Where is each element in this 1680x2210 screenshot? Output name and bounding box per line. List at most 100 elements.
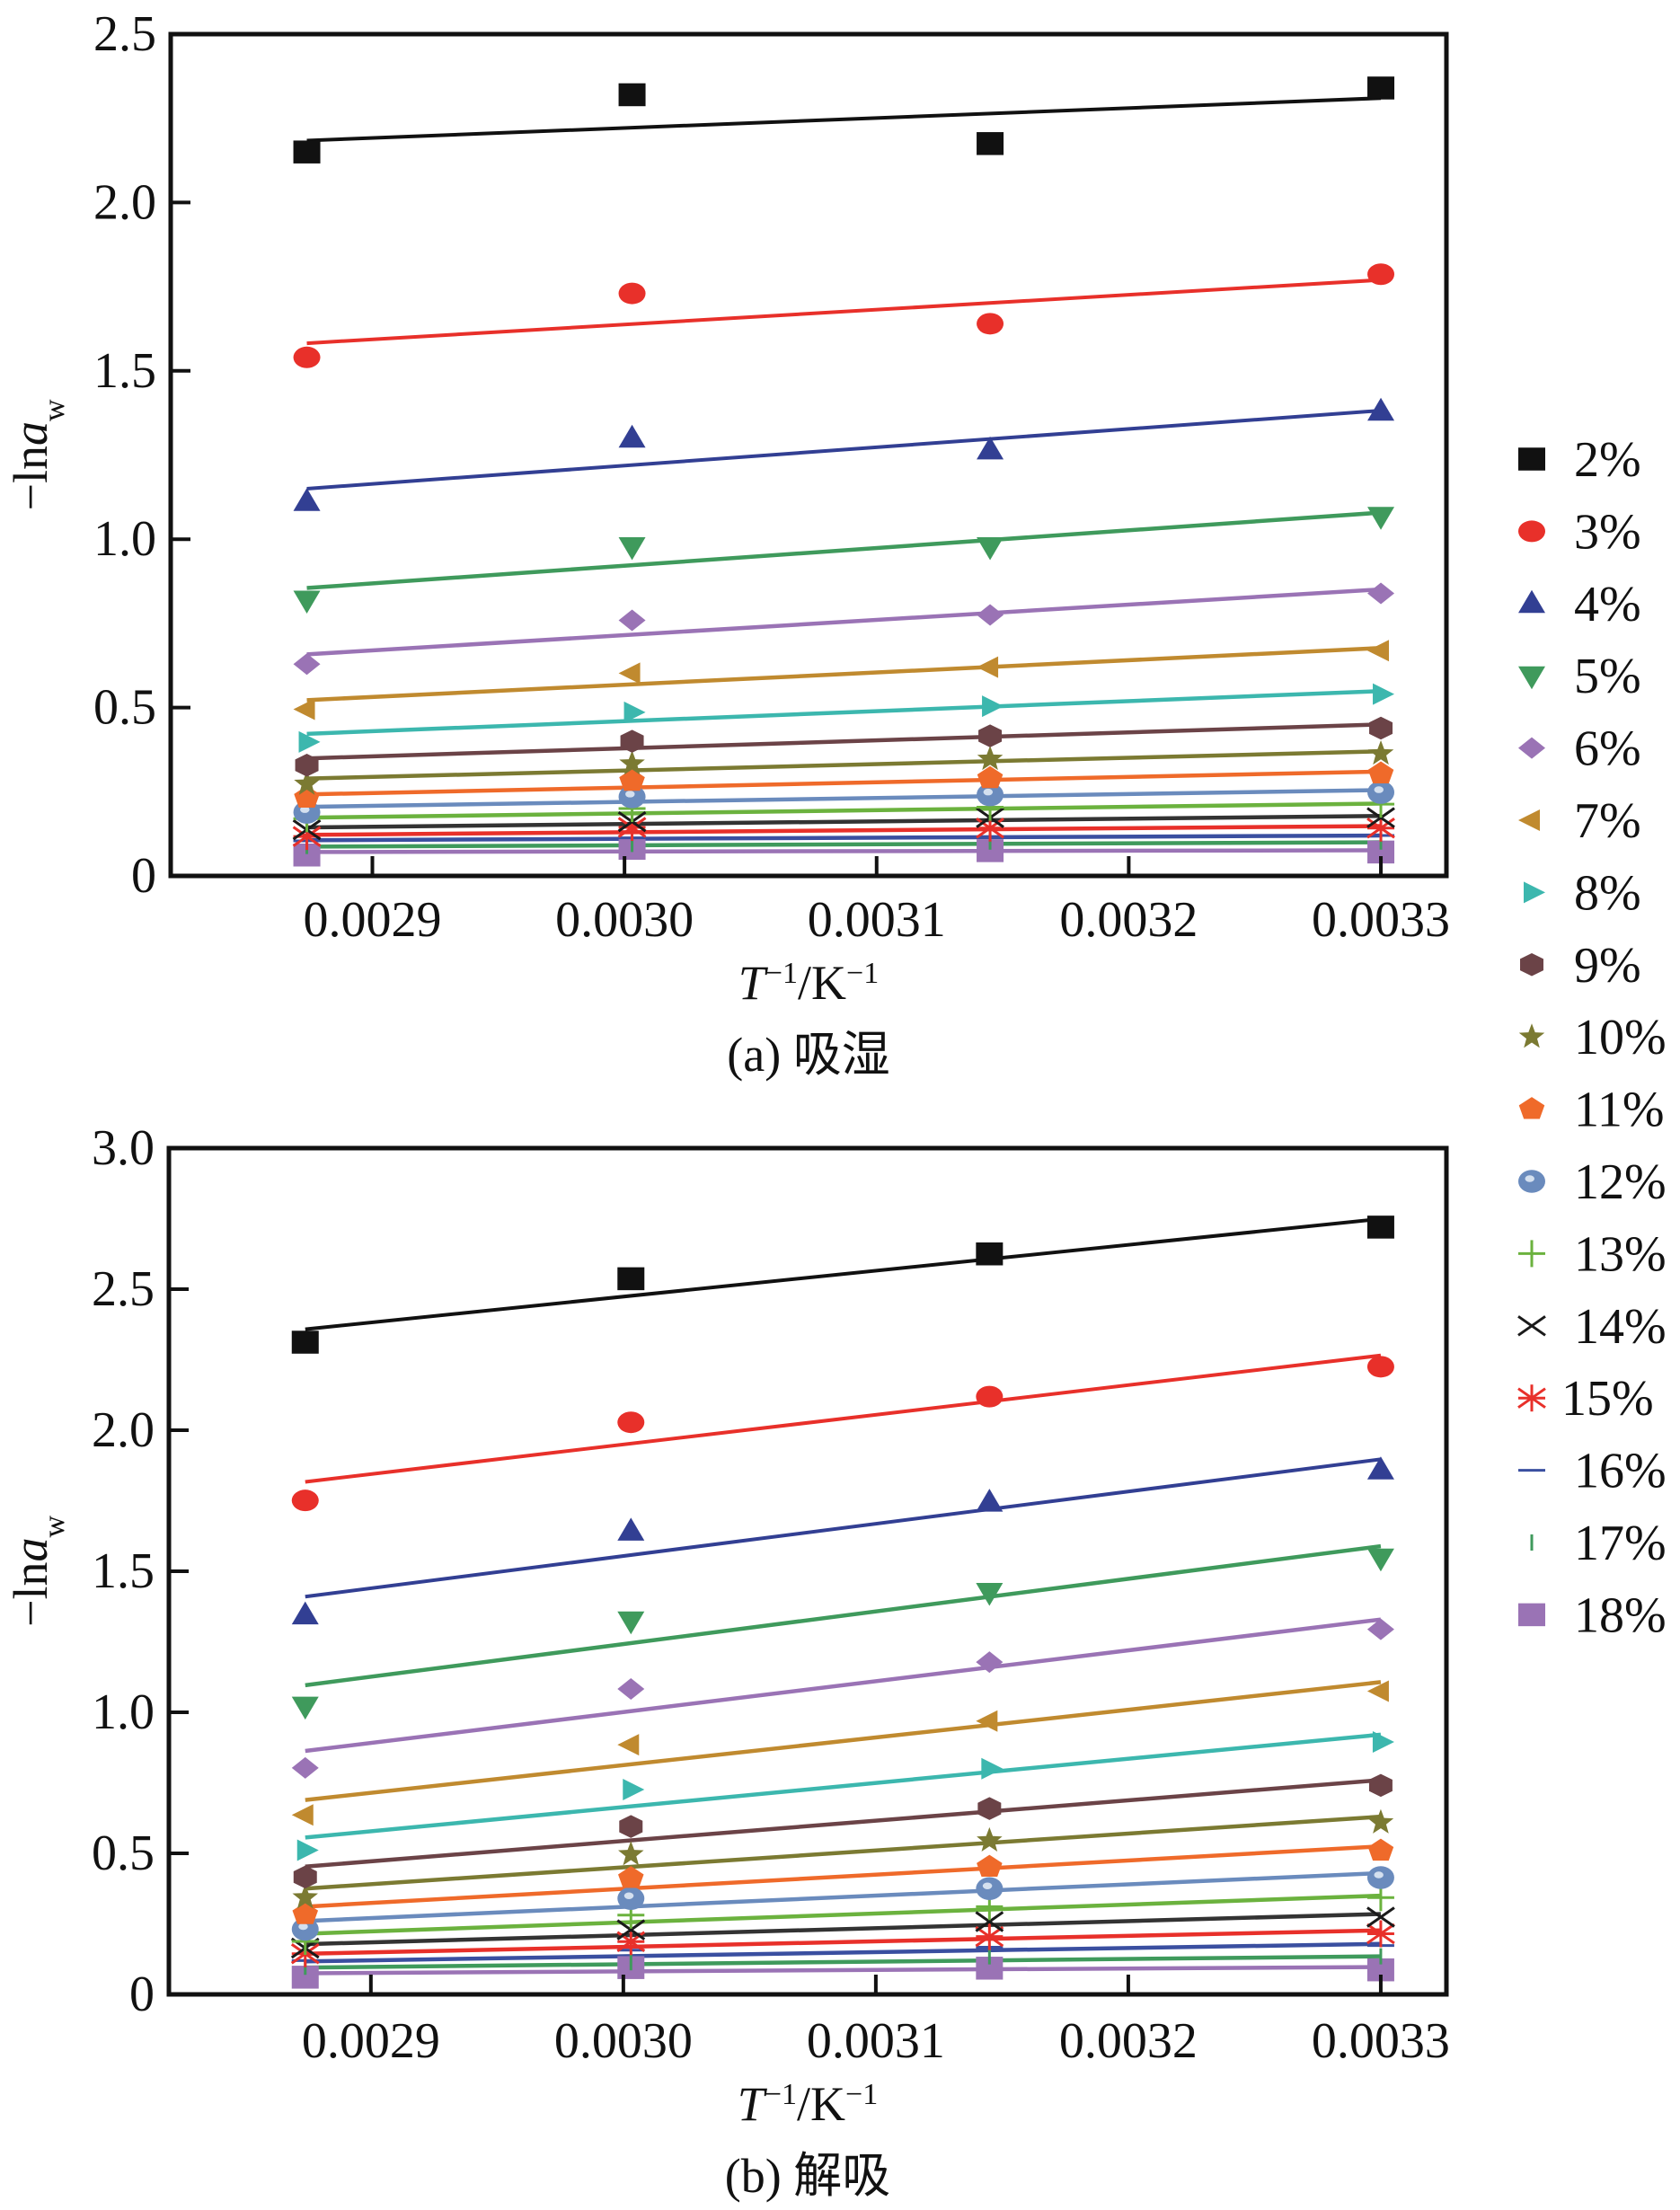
data-point-6pct — [293, 653, 321, 676]
legend-label: 7% — [1574, 793, 1641, 849]
legend-label: 17% — [1574, 1516, 1667, 1571]
fit-line-10pct — [305, 1814, 1382, 1891]
series-7pct — [293, 640, 1390, 720]
fit-line-12pct — [306, 788, 1382, 809]
data-point-2pct — [1366, 1216, 1394, 1239]
data-point-11pct — [977, 1854, 1003, 1877]
data-point-6pct — [617, 1677, 645, 1700]
data-point-15pct — [975, 1923, 1004, 1950]
data-point-8pct — [982, 695, 1004, 718]
data-point-10pct — [618, 1841, 644, 1866]
fit-line-2pct — [306, 96, 1382, 143]
x-tick-label: 0.0031 — [807, 2013, 945, 2069]
legend-label: 12% — [1574, 1154, 1667, 1210]
data-point-2pct — [291, 1330, 319, 1354]
legend-item: 14% — [1517, 1299, 1667, 1355]
legend-item: 3% — [1518, 504, 1641, 560]
legend-label: 4% — [1574, 577, 1641, 632]
data-point-5pct — [1367, 507, 1395, 530]
x-tick-label: 0.0030 — [555, 892, 694, 948]
legend-marker-star-icon — [1518, 1023, 1545, 1048]
series-3pct — [291, 1356, 1394, 1512]
data-point-11pct — [977, 765, 1004, 789]
legend-marker-asterisk-icon — [1517, 1384, 1546, 1412]
series-10pct — [292, 1808, 1394, 1909]
legend-item: 7% — [1518, 793, 1641, 849]
data-point-8pct — [1372, 1730, 1394, 1753]
x-tick-label: 0.0032 — [1059, 892, 1198, 948]
data-point-11pct — [618, 1866, 644, 1888]
fit-line-7pct — [306, 646, 1382, 703]
data-point-5pct — [618, 536, 646, 561]
x-tick-label: 0.0029 — [302, 2013, 440, 2069]
data-point-3pct — [618, 282, 646, 305]
data-point-5pct — [617, 1611, 645, 1635]
data-point-9pct — [620, 729, 644, 753]
x-tick-label: 0.0030 — [554, 2013, 693, 2069]
legend-item: 13% — [1518, 1226, 1667, 1282]
fit-line-3pct — [305, 1353, 1382, 1484]
panel-a-frame — [168, 31, 1449, 879]
series-7pct — [291, 1680, 1389, 1826]
fit-line-6pct — [306, 587, 1382, 657]
legend-marker-pentagon-icon — [1518, 1097, 1545, 1119]
fit-line-9pct — [305, 1778, 1382, 1870]
data-point-12pct — [977, 782, 1004, 807]
series-8pct — [296, 1730, 1394, 1861]
data-point-15pct — [1366, 1920, 1395, 1948]
legend-item: 17% — [1530, 1516, 1667, 1571]
data-point-6pct — [1366, 1618, 1394, 1640]
data-point-4pct — [1366, 1456, 1394, 1480]
data-point-10pct — [1367, 1808, 1394, 1834]
data-point-10pct — [294, 770, 320, 795]
data-point-7pct — [617, 1734, 640, 1756]
data-point-10pct — [977, 1826, 1003, 1852]
fit-line-14pct — [305, 1912, 1381, 1947]
panel-b-caption: (b) 解吸 — [725, 2149, 890, 2203]
data-point-8pct — [623, 1779, 645, 1801]
legend-label: 2% — [1574, 432, 1641, 488]
panel-a-x-axis-title: T−1/K−1 — [738, 956, 879, 1010]
series-4pct — [293, 397, 1395, 511]
data-point-10pct — [292, 1884, 319, 1909]
legend: 2% 3% 4% 5% 6% 7% 8% 9% 10% 11% 12% 13% 14% 15% 16% 17%… — [1517, 432, 1667, 1643]
data-point-12pct — [1367, 781, 1395, 804]
series-9pct — [295, 716, 1393, 777]
panel-b-frame — [166, 1145, 1449, 1997]
legend-label: 14% — [1574, 1299, 1667, 1355]
y-title-prefix: −ln — [4, 1562, 57, 1627]
data-points — [290, 1216, 1395, 1989]
data-point-7pct — [291, 1804, 314, 1826]
legend-label: 9% — [1574, 938, 1641, 994]
y-tick-label: 1.5 — [93, 343, 156, 399]
legend-item: 15% — [1517, 1371, 1654, 1427]
data-point-11pct — [292, 1902, 319, 1924]
data-point-5pct — [977, 536, 1004, 561]
fit-line-8pct — [305, 1732, 1382, 1840]
data-point-6pct — [1367, 582, 1395, 605]
fit-line-15pct — [305, 1928, 1381, 1957]
legend-label: 11% — [1574, 1083, 1665, 1138]
legend-label: 5% — [1574, 649, 1641, 704]
series-5pct — [291, 1548, 1394, 1720]
data-point-8pct — [623, 701, 646, 723]
data-point-7pct — [977, 656, 999, 678]
panel-a-caption: (a) 吸湿 — [727, 1028, 889, 1082]
fit-lines — [305, 1216, 1382, 1976]
fit-line-14pct — [306, 814, 1382, 830]
data-point-5pct — [976, 1583, 1004, 1606]
y-tick-label: 1.0 — [93, 511, 156, 567]
data-point-5pct — [293, 590, 321, 614]
y-tick-label: 0.5 — [92, 1825, 155, 1881]
y-tick-label: 2.0 — [93, 174, 156, 230]
series-6pct — [293, 582, 1395, 676]
data-point-7pct — [1366, 1680, 1389, 1702]
data-point-3pct — [1366, 1356, 1394, 1378]
x-tick-label: 0.0031 — [808, 892, 946, 948]
data-point-3pct — [291, 1490, 319, 1512]
legend-label: 16% — [1574, 1444, 1667, 1499]
data-point-2pct — [293, 140, 321, 164]
data-point-14pct — [616, 1919, 646, 1940]
data-point-11pct — [1367, 1838, 1394, 1861]
